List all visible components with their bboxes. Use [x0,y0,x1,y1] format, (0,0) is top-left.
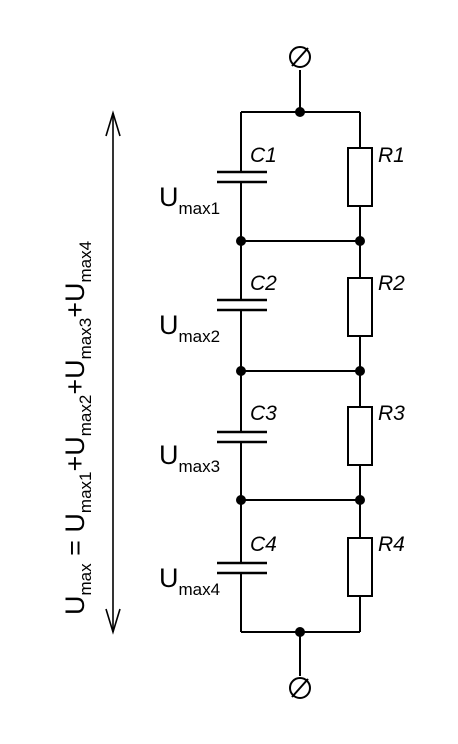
resistor-label-r2: R2 [378,272,405,295]
resistor-label-r1: R1 [378,144,405,167]
capacitor-label-c1: C1 [250,144,277,167]
capacitor-label-c2: C2 [250,272,277,295]
resistor-label-r3: R3 [378,402,405,425]
voltage-label-umax1: Umax1 [159,182,220,218]
capacitor-label-c3: C3 [250,402,277,425]
capacitor-c3 [217,430,267,444]
resistor-r4 [347,537,373,597]
capacitor-c1 [217,170,267,184]
resistor-r1 [347,147,373,207]
voltage-label-umax3: Umax3 [159,440,220,476]
voltage-label-umax2: Umax2 [159,310,220,346]
terminal-bottom [289,677,311,699]
terminal-top [289,46,311,68]
capacitor-label-c4: C4 [250,533,277,556]
resistor-r3 [347,406,373,466]
resistor-r2 [347,277,373,337]
junction-dots [236,107,365,637]
voltage-sum-equation: Umax = Umax1+Umax2+Umax3+Umax4 [60,241,95,615]
voltage-label-umax4: Umax4 [159,563,220,599]
voltage-span-arrow [105,110,121,635]
capacitor-c4 [217,561,267,575]
capacitor-c2 [217,298,267,312]
resistor-label-r4: R4 [378,533,405,556]
